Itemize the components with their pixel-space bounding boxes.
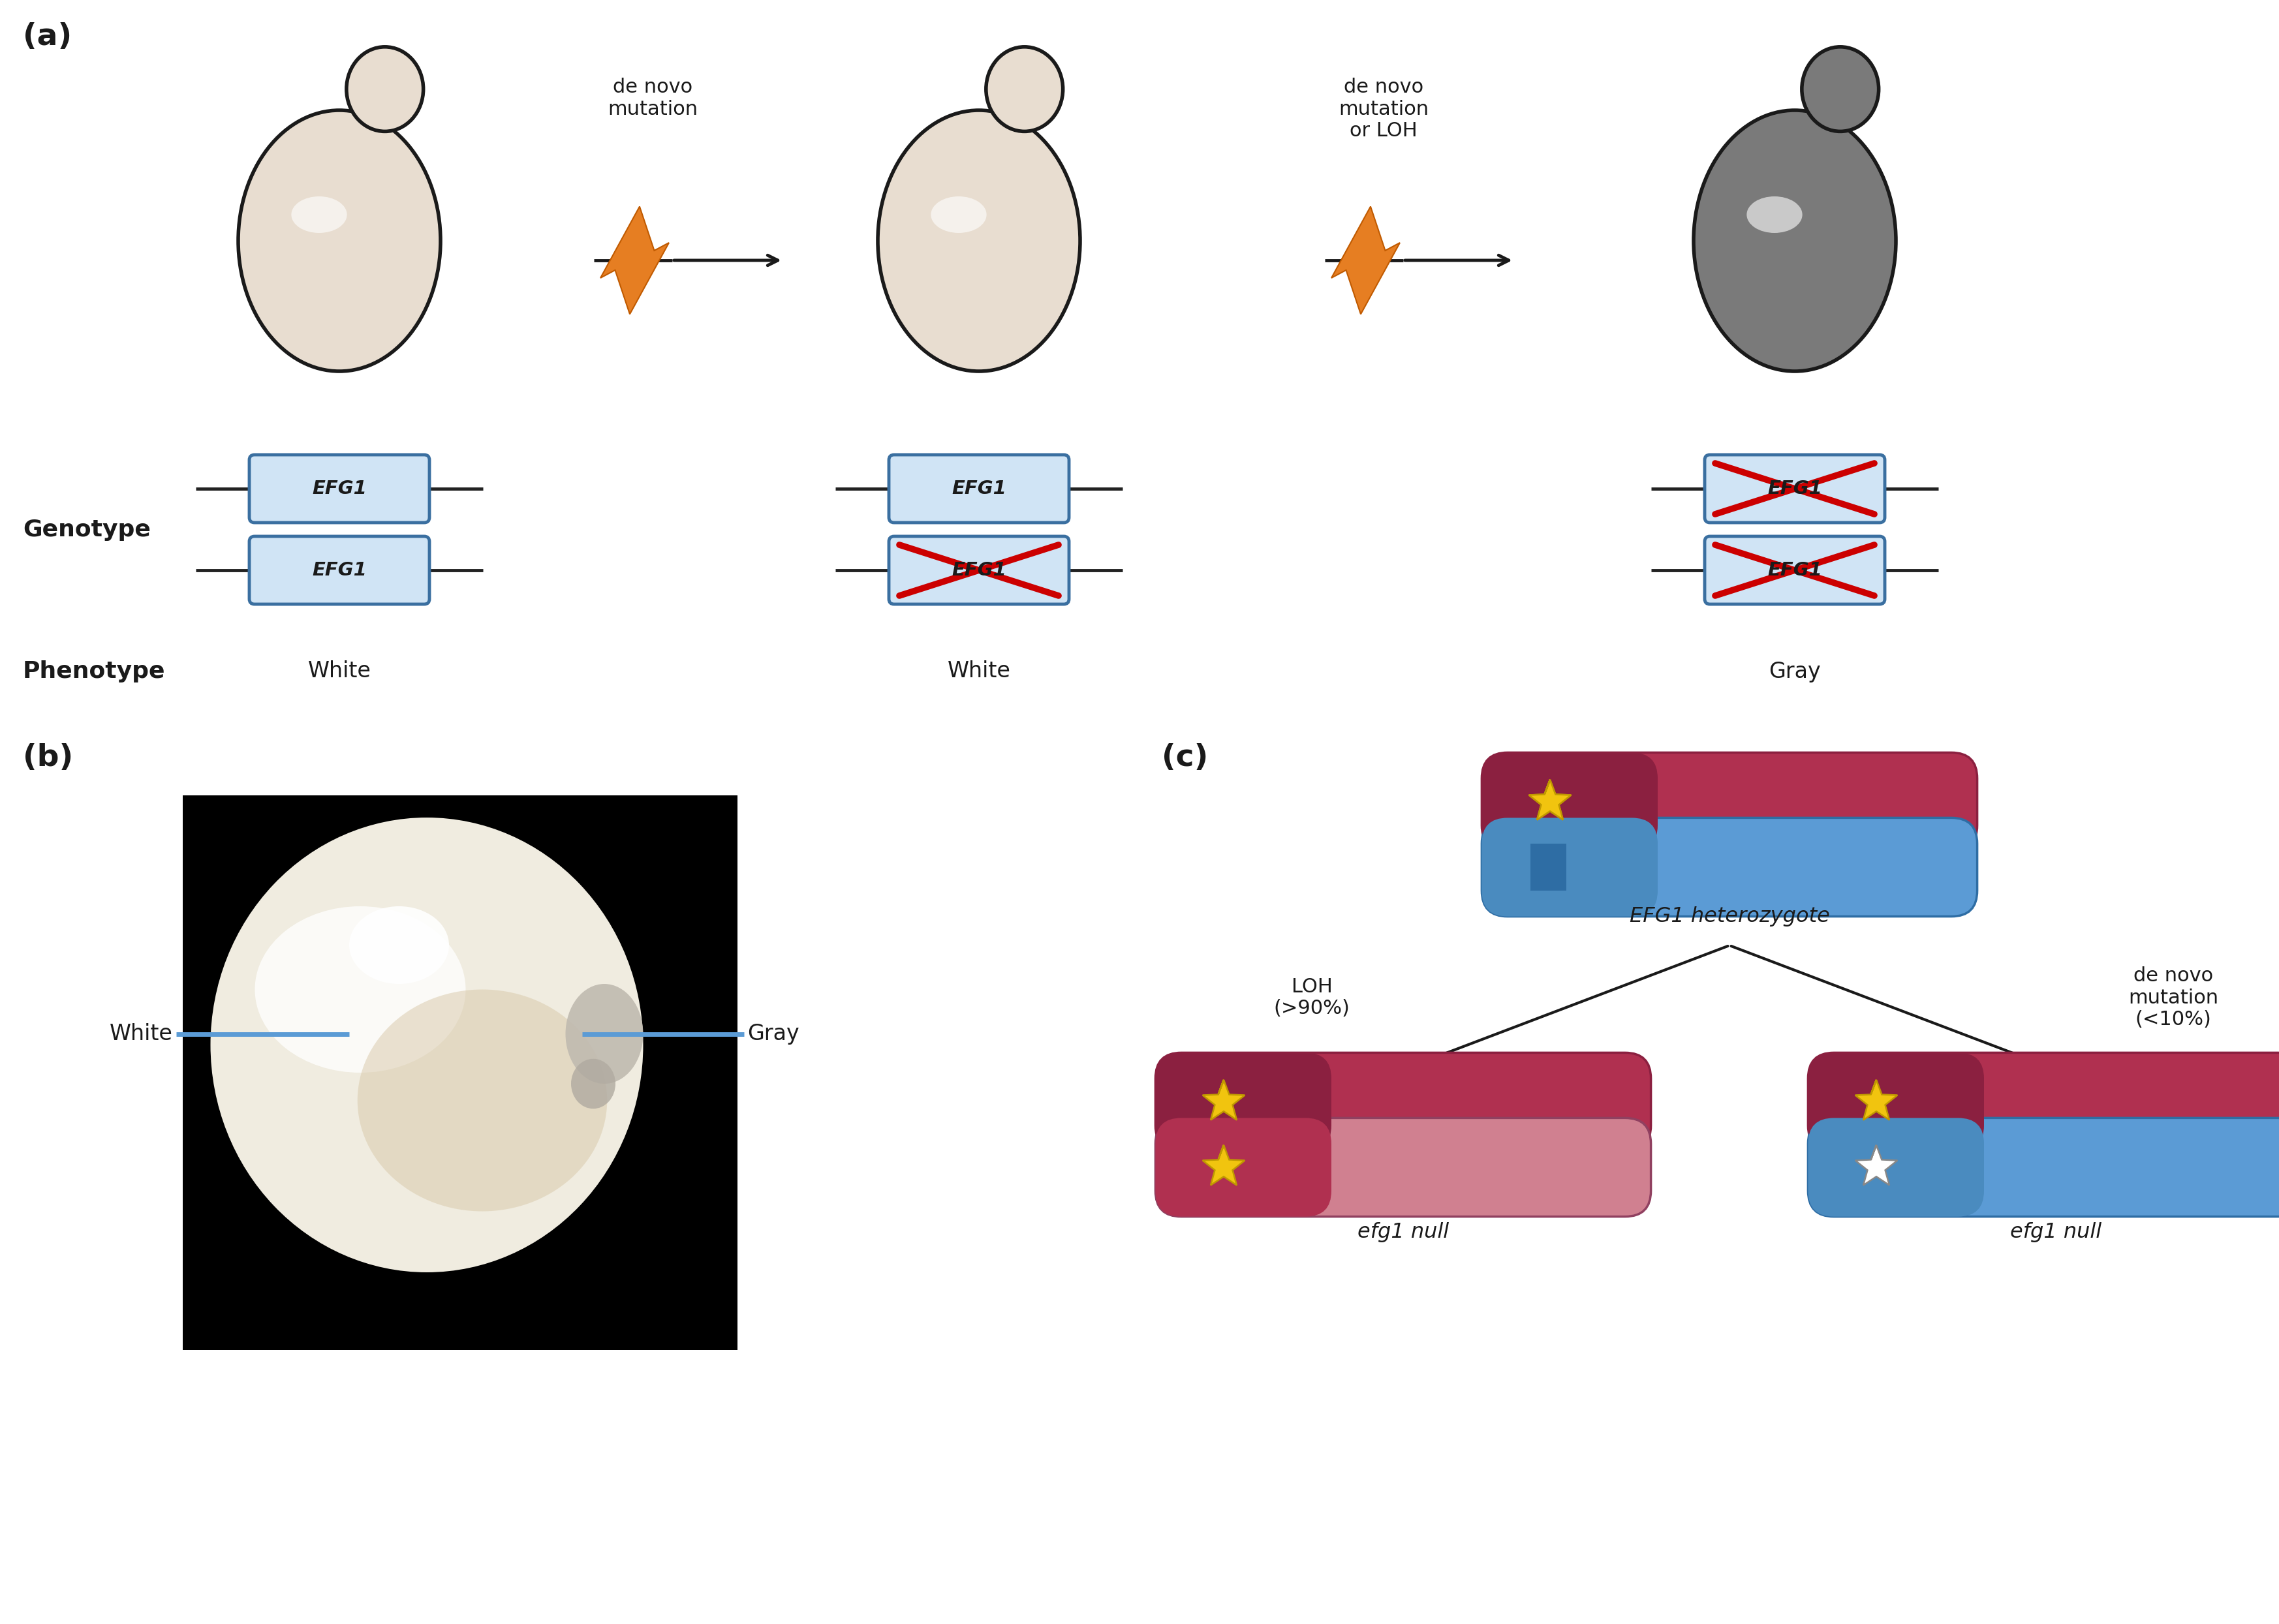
Ellipse shape (565, 984, 643, 1083)
Ellipse shape (255, 906, 465, 1073)
Polygon shape (599, 206, 670, 313)
Text: de novo
mutation: de novo mutation (608, 78, 697, 119)
Text: EFG1: EFG1 (1769, 479, 1823, 499)
Text: (b): (b) (23, 744, 73, 773)
FancyBboxPatch shape (1155, 1052, 1650, 1151)
Text: EFG1: EFG1 (1769, 562, 1823, 580)
FancyBboxPatch shape (889, 455, 1069, 523)
Text: EFG1: EFG1 (953, 479, 1007, 499)
Ellipse shape (1803, 47, 1878, 132)
Text: White: White (948, 661, 1010, 682)
Polygon shape (1203, 1145, 1244, 1186)
FancyBboxPatch shape (1155, 1117, 1650, 1216)
FancyBboxPatch shape (1481, 752, 1657, 851)
Text: (a): (a) (23, 23, 73, 52)
Text: Gray: Gray (1769, 661, 1821, 682)
Text: EFG1 heterozygote: EFG1 heterozygote (1629, 906, 1830, 926)
Polygon shape (1203, 1080, 1244, 1121)
Text: EFG1: EFG1 (953, 562, 1007, 580)
Ellipse shape (877, 110, 1080, 372)
Text: EFG1: EFG1 (312, 562, 367, 580)
Text: Phenotype: Phenotype (23, 661, 166, 682)
Text: de novo
mutation
or LOH: de novo mutation or LOH (1338, 78, 1429, 140)
Ellipse shape (346, 47, 424, 132)
FancyBboxPatch shape (248, 455, 428, 523)
Text: LOH
(>90%): LOH (>90%) (1274, 978, 1349, 1018)
Text: efg1 null: efg1 null (1358, 1223, 1449, 1242)
Ellipse shape (358, 989, 606, 1212)
FancyBboxPatch shape (1705, 455, 1885, 523)
FancyBboxPatch shape (1705, 536, 1885, 604)
FancyBboxPatch shape (1807, 1117, 2279, 1216)
Text: White: White (308, 661, 371, 682)
Text: (c): (c) (1162, 744, 1208, 773)
Ellipse shape (1693, 110, 1896, 372)
Ellipse shape (987, 47, 1062, 132)
Ellipse shape (349, 906, 449, 984)
FancyBboxPatch shape (1807, 1117, 1985, 1216)
FancyBboxPatch shape (1481, 818, 1657, 916)
Bar (1531, 843, 1566, 890)
Polygon shape (1331, 206, 1399, 313)
Text: efg1 null: efg1 null (2010, 1223, 2101, 1242)
FancyBboxPatch shape (248, 536, 428, 604)
Text: de novo
mutation
(<10%): de novo mutation (<10%) (2129, 966, 2217, 1030)
Ellipse shape (930, 197, 987, 232)
FancyBboxPatch shape (1807, 1052, 1985, 1151)
FancyBboxPatch shape (889, 536, 1069, 604)
Polygon shape (1855, 1145, 1898, 1186)
Polygon shape (1529, 780, 1570, 820)
Ellipse shape (210, 817, 643, 1272)
Polygon shape (1855, 1080, 1898, 1121)
Ellipse shape (292, 197, 346, 232)
Text: White: White (109, 1023, 173, 1044)
Text: EFG1: EFG1 (312, 479, 367, 499)
Polygon shape (1529, 780, 1570, 820)
Ellipse shape (1746, 197, 1803, 232)
FancyBboxPatch shape (1807, 1052, 2279, 1151)
Text: Genotype: Genotype (23, 518, 150, 541)
FancyBboxPatch shape (1481, 752, 1978, 851)
FancyBboxPatch shape (1481, 818, 1978, 916)
FancyBboxPatch shape (1155, 1117, 1331, 1216)
Ellipse shape (239, 110, 440, 372)
Bar (182, 796, 738, 1350)
Text: Gray: Gray (748, 1023, 800, 1044)
FancyBboxPatch shape (1155, 1052, 1331, 1151)
Ellipse shape (572, 1059, 615, 1109)
